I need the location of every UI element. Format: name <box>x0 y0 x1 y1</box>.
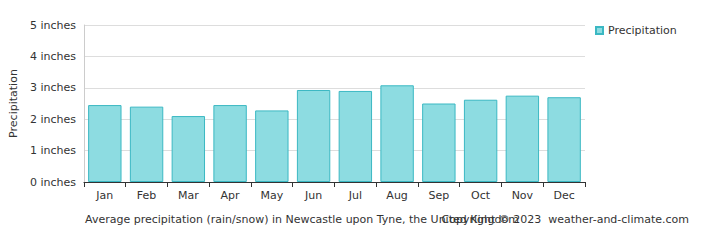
svg-text:Aug: Aug <box>386 189 407 202</box>
svg-text:Average precipitation (rain/sn: Average precipitation (rain/snow) in New… <box>85 213 519 226</box>
svg-text:Nov: Nov <box>512 189 534 202</box>
svg-text:2 inches: 2 inches <box>30 113 76 126</box>
svg-text:Apr: Apr <box>221 189 241 202</box>
svg-text:Jun: Jun <box>304 189 322 202</box>
svg-text:Precipitation: Precipitation <box>608 24 677 37</box>
svg-text:Feb: Feb <box>137 189 156 202</box>
svg-text:1 inches: 1 inches <box>30 144 76 157</box>
svg-text:Jan: Jan <box>95 189 113 202</box>
svg-text:Dec: Dec <box>553 189 574 202</box>
svg-text:5 inches: 5 inches <box>30 19 76 32</box>
svg-text:Precipitation: Precipitation <box>7 69 20 138</box>
svg-text:3 inches: 3 inches <box>30 81 76 94</box>
svg-text:0 inches: 0 inches <box>30 176 76 189</box>
svg-text:May: May <box>260 189 283 202</box>
svg-text:Copyright © 2023 weather-and-: Copyright © 2023 weather-and-climate.com <box>442 213 689 226</box>
svg-text:Sep: Sep <box>428 189 449 202</box>
svg-text:Jul: Jul <box>348 189 362 202</box>
svg-text:Mar: Mar <box>178 189 199 202</box>
svg-text:Oct: Oct <box>471 189 491 202</box>
svg-text:4 inches: 4 inches <box>30 50 76 63</box>
